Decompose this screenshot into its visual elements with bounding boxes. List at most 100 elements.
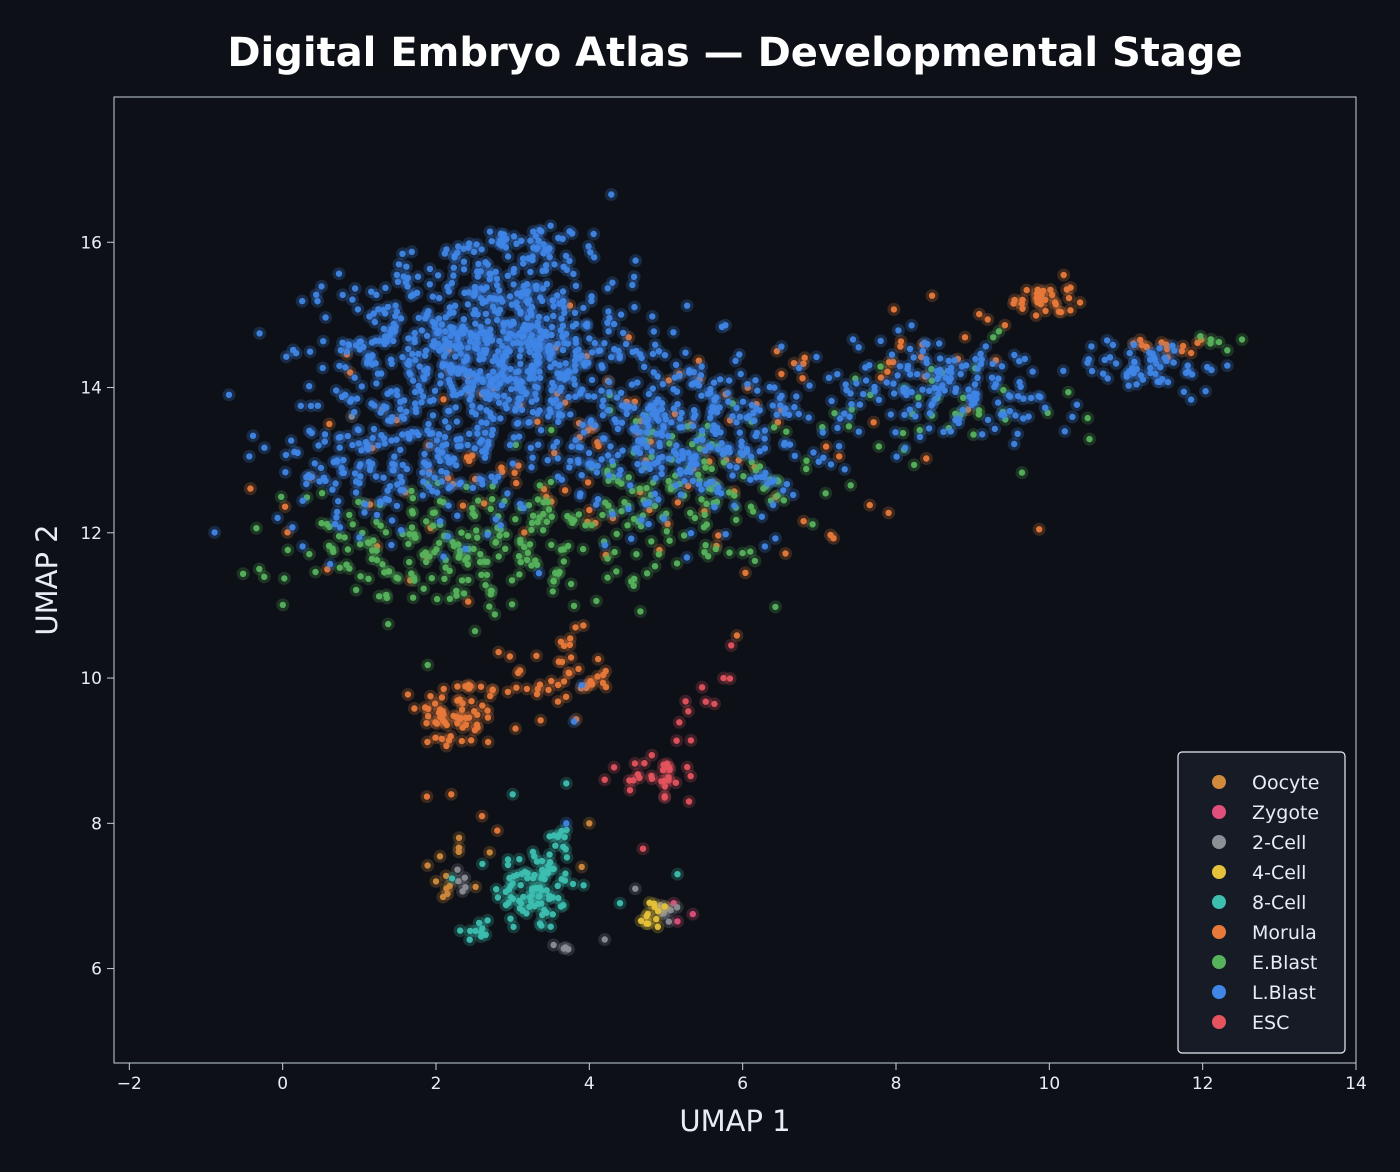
data-point [561, 399, 569, 406]
data-point [429, 487, 436, 495]
data-point [429, 318, 437, 326]
data-point [384, 487, 391, 494]
data-point [475, 260, 482, 268]
data-point [789, 491, 797, 499]
data-point [576, 390, 584, 397]
data-point [412, 405, 419, 413]
data-point [847, 482, 854, 489]
data-point [492, 539, 499, 546]
data-point [387, 418, 395, 425]
data-point [710, 422, 718, 429]
data-point [974, 365, 981, 372]
data-point [577, 490, 584, 497]
data-point [478, 812, 486, 820]
data-point [683, 554, 691, 561]
data-point [455, 834, 463, 841]
data-point [422, 549, 429, 556]
data-point [351, 408, 358, 416]
data-point [528, 303, 536, 311]
data-point [627, 482, 634, 489]
data-point [349, 296, 356, 303]
data-point [306, 348, 314, 355]
data-point [466, 396, 473, 403]
data-point [486, 228, 494, 235]
data-point [1006, 407, 1014, 415]
data-point [575, 459, 582, 466]
data-point [1224, 347, 1231, 354]
data-point [605, 378, 613, 386]
data-point [489, 357, 496, 365]
data-point [534, 384, 541, 391]
data-point [502, 545, 509, 552]
data-point [239, 570, 247, 577]
data-point [383, 591, 390, 599]
data-point [671, 410, 679, 417]
data-point [484, 714, 492, 721]
data-point [1027, 394, 1035, 402]
data-point [543, 887, 550, 894]
data-point [454, 866, 461, 873]
data-point [415, 431, 422, 439]
data-point [599, 679, 607, 687]
data-point [477, 551, 484, 558]
data-point [565, 393, 572, 401]
data-point [1088, 343, 1095, 350]
data-point [369, 547, 376, 554]
data-point [994, 399, 1002, 406]
data-point [666, 537, 673, 544]
data-point [491, 611, 498, 618]
data-point [512, 516, 519, 523]
legend-label: Zygote [1252, 802, 1319, 824]
data-point [664, 520, 671, 527]
data-point [445, 502, 452, 509]
data-point [602, 499, 609, 506]
data-point [718, 323, 726, 331]
data-point [1073, 401, 1081, 408]
data-point [566, 464, 573, 471]
data-point [708, 465, 715, 473]
data-point [1042, 404, 1049, 411]
data-point [651, 490, 659, 498]
data-point [936, 355, 944, 362]
data-point [484, 707, 491, 714]
data-point [289, 346, 297, 354]
data-point [378, 370, 385, 377]
data-point [646, 499, 653, 507]
data-point [559, 332, 566, 340]
data-point [648, 775, 656, 782]
data-point [326, 523, 333, 530]
data-point [559, 235, 566, 242]
data-point [454, 683, 461, 690]
data-point [509, 880, 516, 887]
data-point [503, 531, 510, 538]
data-point [791, 452, 798, 460]
data-point [1179, 342, 1187, 350]
data-point [684, 482, 692, 490]
data-point [550, 577, 557, 585]
data-point [594, 655, 602, 663]
data-point [617, 466, 624, 474]
data-point [888, 351, 896, 358]
data-point [561, 877, 569, 884]
data-point [426, 281, 433, 288]
data-point [544, 457, 551, 464]
data-point [1060, 367, 1067, 374]
data-point [299, 297, 306, 305]
data-point [511, 469, 518, 477]
data-point [465, 244, 472, 251]
data-point [567, 635, 574, 642]
data-point [795, 410, 802, 418]
data-point [694, 378, 701, 385]
data-point [453, 587, 460, 594]
data-point [522, 390, 529, 398]
data-point [534, 685, 541, 693]
data-point [498, 464, 505, 471]
data-point [281, 503, 289, 510]
data-point [1042, 296, 1049, 304]
data-point [548, 347, 555, 354]
data-point [482, 349, 489, 357]
data-point [487, 505, 494, 513]
data-point [631, 575, 638, 582]
data-point [535, 570, 543, 577]
data-point [580, 882, 587, 889]
